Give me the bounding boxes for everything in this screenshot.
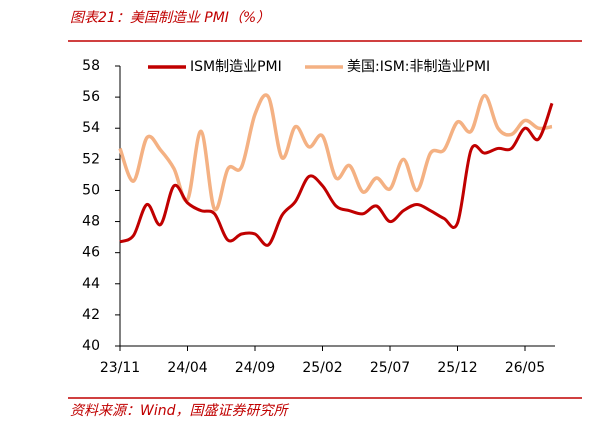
x-tick-label: 24/04 <box>167 360 207 376</box>
y-tick-label: 46 <box>82 245 100 261</box>
y-tick-label: 52 <box>82 151 100 167</box>
series-line <box>118 93 553 212</box>
chart-title: 图表21：美国制造业 PMI（%） <box>70 10 270 26</box>
x-tick-label: 25/07 <box>370 360 410 376</box>
y-tick-label: 50 <box>82 182 100 198</box>
x-tick-label: 23/11 <box>100 360 140 376</box>
y-tick-label: 54 <box>82 120 100 136</box>
y-tick-label: 42 <box>82 307 100 323</box>
y-tick-label: 56 <box>82 89 100 105</box>
series-line <box>119 102 554 247</box>
y-tick-label: 44 <box>82 276 100 292</box>
x-tick-label: 24/09 <box>235 360 275 376</box>
x-tick-label: 26/05 <box>505 360 545 376</box>
source: 资料来源：Wind，国盛证券研究所 <box>70 403 289 419</box>
x-tick-label: 25/02 <box>302 360 342 376</box>
legend-label: 美国:ISM:非制造业PMI <box>347 59 490 75</box>
legend-label: ISM制造业PMI <box>190 59 282 75</box>
y-tick-label: 58 <box>82 58 100 74</box>
y-tick-label: 40 <box>82 338 100 354</box>
y-tick-label: 48 <box>82 214 100 230</box>
x-tick-label: 25/12 <box>437 360 477 376</box>
